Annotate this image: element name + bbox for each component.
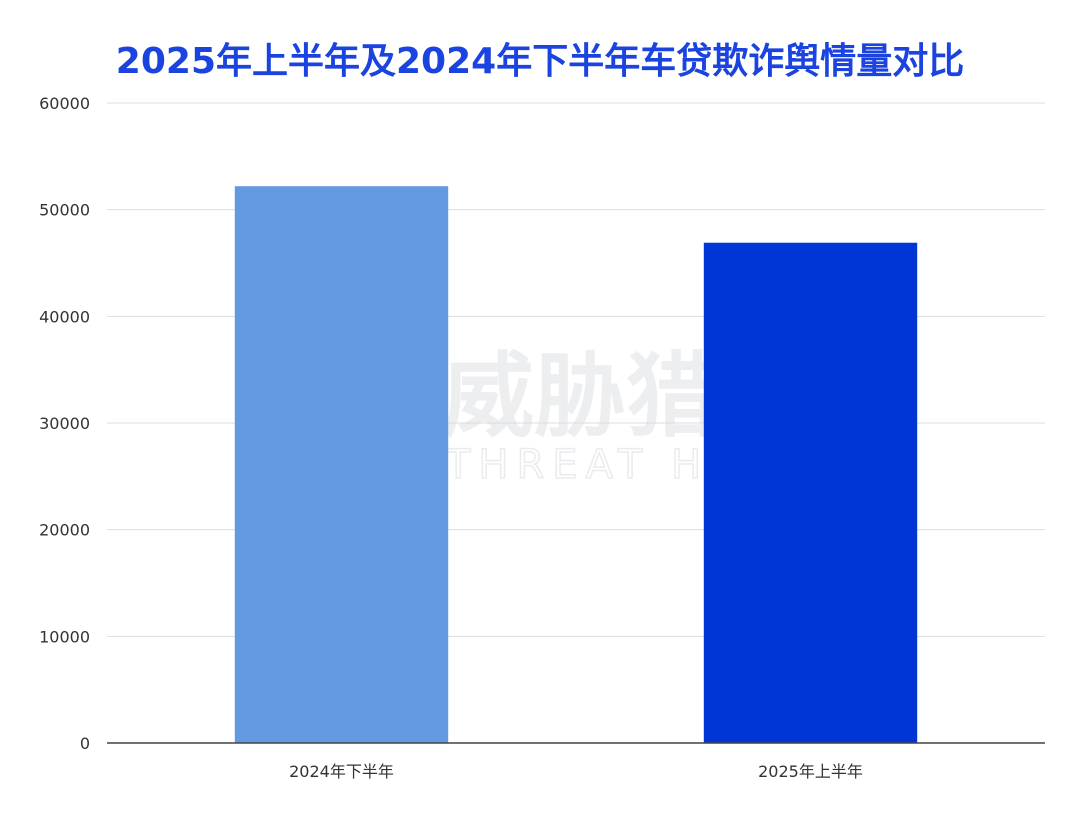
y-tick-label: 10000 [39,627,90,646]
y-tick-label: 50000 [39,201,90,220]
y-tick-label: 20000 [39,521,90,540]
y-tick-label: 30000 [39,414,90,433]
y-tick-label: 0 [80,734,90,753]
axes: 0 10000 20000 30000 40000 50000 60000 2024年下半年 2… [39,94,1045,781]
x-category-label: 2025年上半年 [758,762,863,781]
y-tick-label: 40000 [39,307,90,326]
bar-1 [234,186,449,743]
y-tick-label: 60000 [39,94,90,113]
x-category-label: 2024年下半年 [289,762,394,781]
chart-title: 2025年上半年及2024年下半年车贷欺诈舆情量对比 [115,41,965,82]
bars [234,186,918,743]
bar-2 [703,242,918,743]
